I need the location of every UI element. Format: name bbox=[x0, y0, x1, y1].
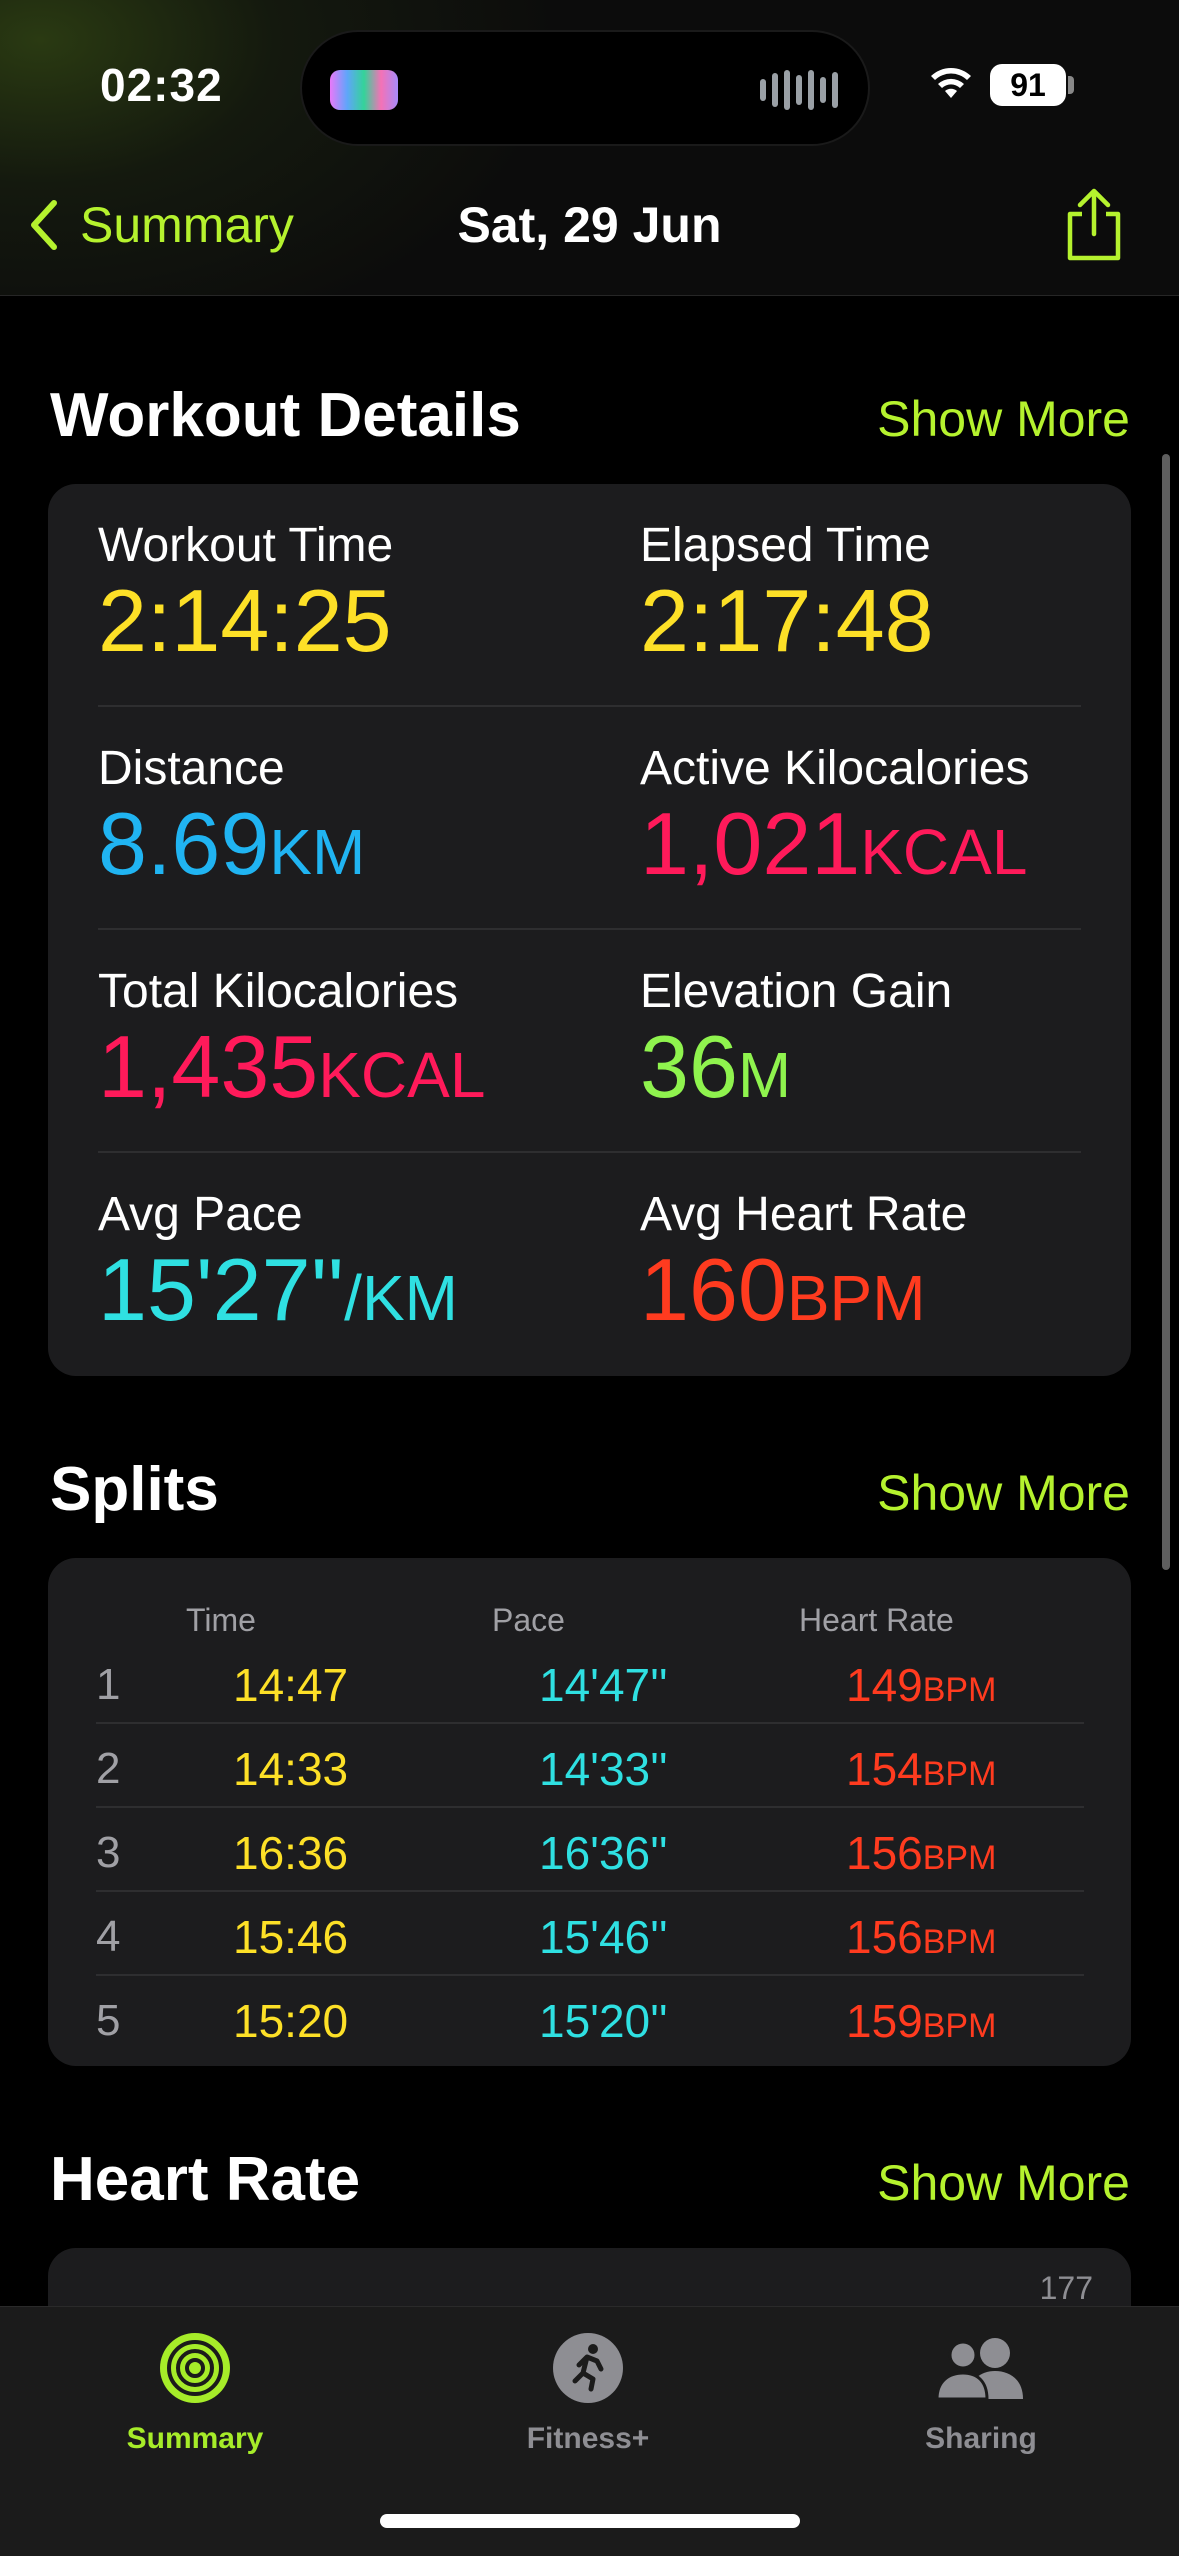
status-time: 02:32 bbox=[100, 59, 223, 111]
table-row: 4 15:46 15'46'' 156BPM bbox=[96, 1892, 1084, 1976]
split-number: 4 bbox=[96, 1912, 121, 1961]
splits-card: Time Pace Heart Rate 1 14:47 14'47'' 149… bbox=[48, 1558, 1131, 2066]
metric-distance: Distance 8.69KM bbox=[98, 741, 365, 888]
metric-avg-pace: Avg Pace 15'27''/KM bbox=[98, 1187, 458, 1334]
metric-elapsed-time: Elapsed Time 2:17:48 bbox=[640, 518, 934, 665]
runner-icon bbox=[553, 2333, 623, 2403]
tab-label: Sharing bbox=[925, 2422, 1037, 2455]
split-heart-rate: 156BPM bbox=[846, 1911, 997, 1963]
metric-row: Workout Time 2:14:25 Elapsed Time 2:17:4… bbox=[98, 484, 1081, 707]
metric-value: 2:17:48 bbox=[640, 571, 934, 670]
tab-sharing[interactable]: Sharing bbox=[831, 2331, 1131, 2456]
metric-label: Elapsed Time bbox=[640, 519, 931, 572]
metric-total-kilocalories: Total Kilocalories 1,435KCAL bbox=[98, 964, 485, 1111]
back-button-label: Summary bbox=[80, 197, 294, 253]
metric-label: Avg Pace bbox=[98, 1188, 303, 1241]
table-row: 2 14:33 14'33'' 154BPM bbox=[96, 1724, 1084, 1808]
tab-label: Fitness+ bbox=[526, 2422, 650, 2455]
split-heart-rate: 154BPM bbox=[846, 1743, 997, 1795]
wifi-icon bbox=[931, 68, 971, 98]
chevron-left-icon bbox=[31, 200, 57, 250]
split-pace: 14'33'' bbox=[539, 1743, 668, 1795]
metric-value: 1,021KCAL bbox=[640, 794, 1028, 893]
split-time: 16:36 bbox=[233, 1827, 349, 1879]
home-indicator[interactable] bbox=[380, 2514, 800, 2528]
metric-elevation-gain: Elevation Gain 36M bbox=[640, 964, 952, 1111]
splits-show-more-button[interactable]: Show More bbox=[877, 1465, 1130, 1521]
share-icon[interactable] bbox=[1062, 186, 1126, 264]
tab-fitness-plus[interactable]: Fitness+ bbox=[438, 2331, 738, 2456]
split-time: 14:47 bbox=[233, 1659, 349, 1711]
split-heart-rate: 149BPM bbox=[846, 1659, 997, 1711]
split-pace: 16'36'' bbox=[539, 1827, 668, 1879]
splits-column-time: Time bbox=[186, 1602, 256, 1638]
heart-rate-axis-max-label: 177 bbox=[1039, 2270, 1093, 2306]
splits-column-heart-rate: Heart Rate bbox=[799, 1602, 954, 1638]
split-number: 1 bbox=[96, 1660, 121, 1709]
dynamic-island[interactable] bbox=[300, 30, 870, 146]
split-number: 2 bbox=[96, 1744, 121, 1793]
split-number: 5 bbox=[96, 1996, 121, 2045]
metric-avg-heart-rate: Avg Heart Rate 160BPM bbox=[640, 1187, 967, 1334]
metric-value: 2:14:25 bbox=[98, 571, 392, 670]
metric-label: Distance bbox=[98, 742, 285, 795]
metric-label: Active Kilocalories bbox=[640, 742, 1030, 795]
split-pace: 15'46'' bbox=[539, 1911, 668, 1963]
scrollbar[interactable] bbox=[1162, 454, 1170, 1570]
battery-tip bbox=[1068, 76, 1074, 94]
workout-details-card: Workout Time 2:14:25 Elapsed Time 2:17:4… bbox=[48, 484, 1131, 1376]
workout-details-show-more-button[interactable]: Show More bbox=[877, 391, 1130, 447]
tab-label: Summary bbox=[126, 2422, 264, 2455]
battery-indicator: 91 bbox=[990, 64, 1066, 106]
metric-active-kilocalories: Active Kilocalories 1,021KCAL bbox=[640, 741, 1029, 888]
activity-rings-icon bbox=[160, 2333, 230, 2403]
split-pace: 15'20'' bbox=[539, 1995, 668, 2047]
metric-label: Total Kilocalories bbox=[98, 965, 459, 1018]
split-heart-rate: 156BPM bbox=[846, 1827, 997, 1879]
page-title: Sat, 29 Jun bbox=[457, 197, 722, 253]
metric-row: Distance 8.69KM Active Kilocalories 1,02… bbox=[98, 707, 1081, 930]
splits-header: Splits Show More bbox=[50, 1454, 1130, 1525]
split-time: 14:33 bbox=[233, 1743, 349, 1795]
table-row: 5 15:20 15'20'' 159BPM bbox=[96, 1976, 1084, 2060]
heart-rate-header: Heart Rate Show More bbox=[50, 2144, 1130, 2215]
metric-value: 160BPM bbox=[640, 1240, 926, 1339]
now-playing-artwork-icon bbox=[330, 70, 398, 110]
split-pace: 14'47'' bbox=[539, 1659, 668, 1711]
metric-value: 15'27''/KM bbox=[98, 1240, 458, 1339]
metric-value: 8.69KM bbox=[98, 794, 366, 893]
metric-label: Avg Heart Rate bbox=[640, 1188, 968, 1241]
section-title: Splits bbox=[50, 1455, 219, 1524]
metric-label: Workout Time bbox=[98, 519, 394, 572]
split-heart-rate: 159BPM bbox=[846, 1995, 997, 2047]
back-button[interactable]: Summary bbox=[26, 196, 294, 254]
audio-waveform-icon bbox=[760, 68, 838, 112]
section-title: Workout Details bbox=[50, 381, 521, 450]
metric-label: Elevation Gain bbox=[640, 965, 953, 1018]
split-time: 15:46 bbox=[233, 1911, 349, 1963]
section-title: Heart Rate bbox=[50, 2145, 361, 2214]
metric-row: Avg Pace 15'27''/KM Avg Heart Rate 160BP… bbox=[98, 1153, 1081, 1376]
split-time: 15:20 bbox=[233, 1995, 349, 2047]
split-number: 3 bbox=[96, 1828, 121, 1877]
people-icon bbox=[935, 2338, 1023, 2401]
workout-details-header: Workout Details Show More bbox=[50, 380, 1130, 451]
heart-rate-show-more-button[interactable]: Show More bbox=[877, 2155, 1130, 2211]
metric-value: 1,435KCAL bbox=[98, 1017, 486, 1116]
metric-row: Total Kilocalories 1,435KCAL Elevation G… bbox=[98, 930, 1081, 1153]
table-row: 1 14:47 14'47'' 149BPM bbox=[96, 1640, 1084, 1724]
metric-workout-time: Workout Time 2:14:25 bbox=[98, 518, 393, 665]
table-row: 3 16:36 16'36'' 156BPM bbox=[96, 1808, 1084, 1892]
splits-column-pace: Pace bbox=[492, 1602, 565, 1638]
metric-value: 36M bbox=[640, 1017, 792, 1116]
tab-bar: Summary Fitness+ Sharing bbox=[0, 2306, 1179, 2556]
tab-summary[interactable]: Summary bbox=[45, 2331, 345, 2456]
